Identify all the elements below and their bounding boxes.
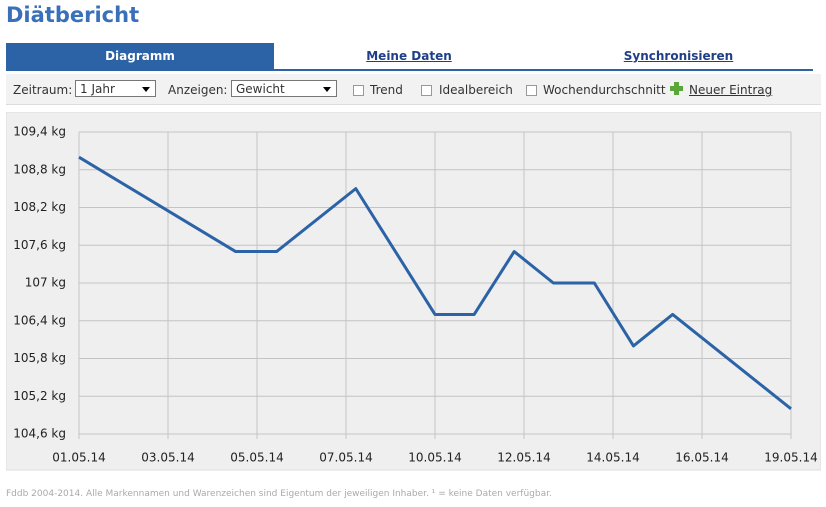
x-tick-label: 05.05.14: [230, 451, 283, 465]
x-tick-label: 12.05.14: [497, 451, 550, 465]
y-tick-label: 105,2 kg: [13, 389, 66, 403]
checkbox-label: Wochendurchschnitt: [543, 83, 666, 97]
x-tick-label: 07.05.14: [319, 451, 372, 465]
plus-icon: [670, 82, 683, 95]
tab[interactable]: Diagramm: [6, 43, 274, 69]
checkbox-label: Idealbereich: [439, 83, 513, 97]
y-tick-label: 108,2 kg: [13, 200, 66, 214]
select[interactable]: 1 Jahr: [75, 80, 156, 97]
select[interactable]: Gewicht: [231, 80, 337, 97]
x-tick-label: 14.05.14: [586, 451, 639, 465]
checkbox[interactable]: [353, 85, 364, 96]
y-tick-label: 107 kg: [25, 276, 66, 290]
chart-background: [6, 112, 821, 471]
checkbox[interactable]: [421, 85, 432, 96]
checkbox[interactable]: [526, 85, 537, 96]
x-tick-label: 19.05.14: [764, 451, 817, 465]
checkbox-label: Trend: [370, 83, 403, 97]
new-entry-link[interactable]: Neuer Eintrag: [689, 83, 773, 97]
x-tick-label: 10.05.14: [408, 451, 461, 465]
x-tick-label: 01.05.14: [52, 451, 105, 465]
label: Zeitraum:: [13, 83, 73, 97]
label: Anzeigen:: [168, 83, 228, 97]
data-line: [78, 155, 792, 411]
x-tick-label: 16.05.14: [675, 451, 728, 465]
page-title: Diätbericht: [6, 3, 140, 27]
tab[interactable]: Synchronisieren: [623, 49, 734, 63]
tab-bar: Diagramm Meine Daten Synchronisieren: [6, 43, 813, 71]
y-tick-label: 107,6 kg: [13, 238, 66, 252]
controls: Zeitraum: 1 Jahr Anzeigen: Gewicht Trend…: [6, 74, 821, 105]
y-tick-label: 109,4 kg: [13, 125, 66, 139]
y-tick-label: 104,6 kg: [13, 427, 66, 441]
footer: Fddb 2004-2014. Alle Markennamen und War…: [6, 489, 552, 499]
y-tick-label: 106,4 kg: [13, 313, 66, 327]
y-tick-label: 105,8 kg: [13, 351, 66, 365]
tab[interactable]: Meine Daten: [366, 49, 452, 63]
y-tick-label: 108,8 kg: [13, 162, 66, 176]
x-tick-label: 03.05.14: [141, 451, 194, 465]
chart: 104,6 kg 105,2 kg 105,8 kg 106,4 kg 107 kg 10…: [6, 112, 821, 471]
